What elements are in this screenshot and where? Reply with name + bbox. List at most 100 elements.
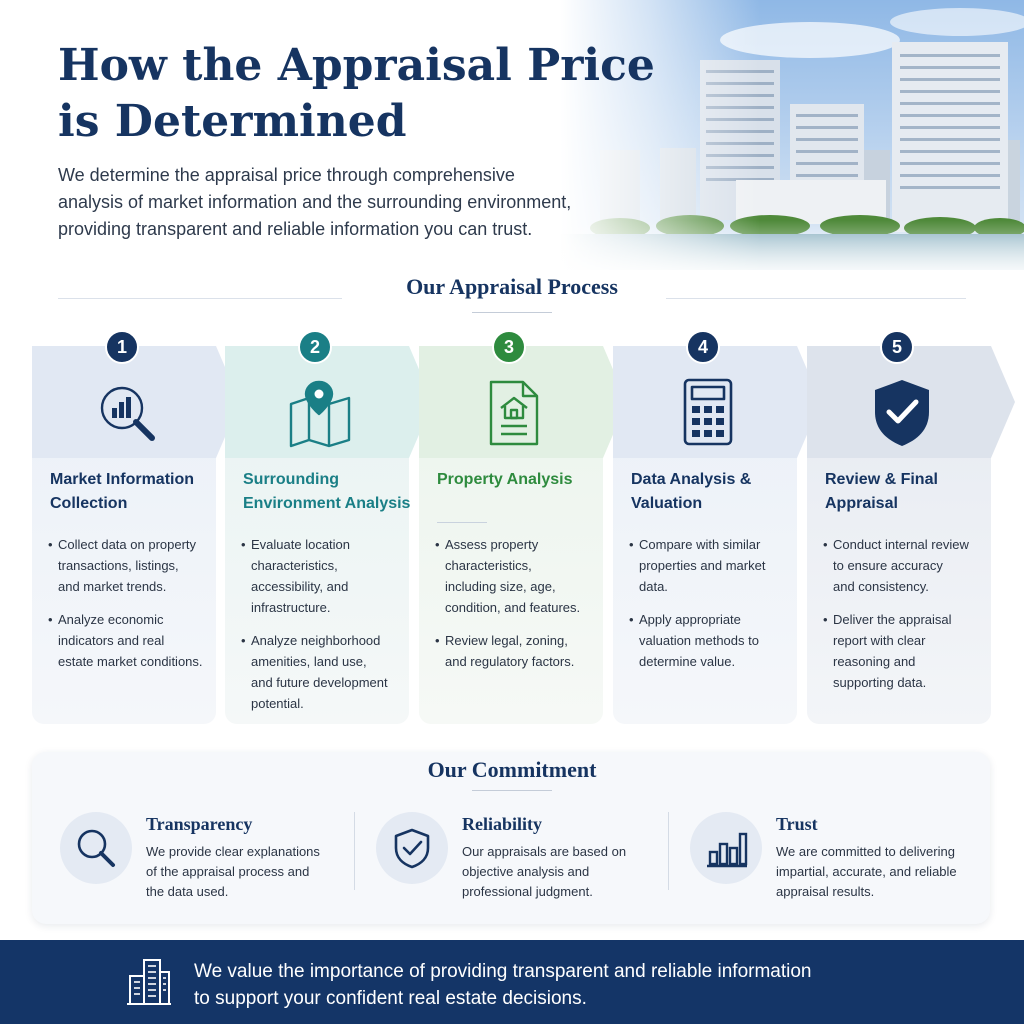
commitment-trust: Trust We are committed to delivering imp… — [690, 812, 990, 912]
commitment-text-line: impartial, accurate, and reliable — [776, 864, 957, 879]
map-pin-icon — [285, 378, 355, 448]
intro-line-2: analysis of market information and the s… — [58, 192, 572, 212]
commitment-text: Our appraisals are based on objective an… — [462, 842, 672, 902]
bullet-line: reasoning and — [833, 654, 916, 669]
step-bullets: Assess property characteristics, includi… — [435, 534, 599, 684]
bullet-line: accessibility, and — [251, 579, 349, 594]
magnifier-chart-icon — [92, 378, 162, 448]
bullet-line: potential. — [251, 696, 304, 711]
step-arrow-banner — [419, 346, 627, 458]
bullet-line: characteristics, — [251, 558, 338, 573]
buildings-icon — [126, 956, 172, 1008]
process-step-3: 3 Property Analysis Assess property char… — [419, 330, 627, 724]
commitment-heading: Our Commitment — [427, 757, 597, 782]
step-number-badge: 1 — [105, 330, 139, 364]
step-title-line-1: Surrounding — [243, 471, 339, 488]
commitment-transparency: Transparency We provide clear explanatio… — [60, 812, 360, 912]
step-bullet: Apply appropriate valuation methods to d… — [629, 609, 793, 672]
commitment-text-line: We are committed to delivering — [776, 844, 955, 859]
hero-image-fade-bottom — [560, 220, 1024, 280]
commitment-reliability: Reliability Our appraisals are based on … — [376, 812, 676, 912]
step-rule — [437, 522, 487, 523]
step-number-badge: 4 — [686, 330, 720, 364]
bullet-line: infrastructure. — [251, 600, 331, 615]
bullet-line: and market trends. — [58, 579, 167, 594]
process-heading-rule-left — [58, 298, 342, 299]
footer-line-2: to support your confident real estate de… — [194, 988, 587, 1009]
commitment-text-line: appraisal results. — [776, 884, 875, 899]
step-title-line-1: Data Analysis & — [631, 471, 752, 488]
commitment-title: Reliability — [462, 814, 542, 834]
bullet-line: Analyze neighborhood — [251, 633, 381, 648]
bullet-line: Review legal, zoning, — [445, 633, 568, 648]
step-title-line-1: Review & Final — [825, 471, 938, 488]
footer-line-1: We value the importance of providing tra… — [194, 961, 812, 982]
bullet-line: and regulatory factors. — [445, 654, 575, 669]
bullet-line: properties and market — [639, 558, 766, 573]
bullet-line: and future development — [251, 675, 388, 690]
step-arrow-banner — [32, 346, 240, 458]
step-title-line-2: Environment Analysis — [243, 495, 411, 512]
step-bullet: Collect data on property transactions, l… — [48, 534, 212, 597]
step-title-line-1: Property Analysis — [437, 471, 573, 488]
page-title-line-1: How the Appraisal Price — [58, 40, 655, 91]
step-bullet: Conduct internal review to ensure accura… — [823, 534, 987, 597]
shield-check-icon — [376, 812, 448, 884]
intro-line-3: providing transparent and reliable infor… — [58, 219, 533, 239]
bullet-line: including size, age, — [445, 579, 556, 594]
bullet-line: Apply appropriate — [639, 612, 741, 627]
step-title-line-2: Valuation — [631, 495, 703, 512]
calculator-icon — [673, 378, 743, 448]
commitment-panel — [32, 752, 990, 924]
bullet-line: Analyze economic — [58, 612, 164, 627]
step-title: Review & Final Appraisal — [825, 468, 995, 516]
commitment-text-line: of the appraisal process and — [146, 864, 310, 879]
step-bullet: Review legal, zoning, and regulatory fac… — [435, 630, 599, 672]
step-bullets: Compare with similar properties and mark… — [629, 534, 793, 684]
bullet-line: condition, and features. — [445, 600, 581, 615]
commitment-divider — [668, 812, 669, 890]
step-arrow-banner — [613, 346, 821, 458]
bullet-line: Evaluate location — [251, 537, 351, 552]
step-number-badge: 5 — [880, 330, 914, 364]
step-title-line-2: Collection — [50, 495, 128, 512]
step-title: Market Information Collection — [50, 468, 220, 516]
bullet-line: Assess property — [445, 537, 539, 552]
step-bullets: Conduct internal review to ensure accura… — [823, 534, 987, 705]
page-title-line-2: is Determined — [58, 96, 407, 147]
commitment-text-line: Our appraisals are based on — [462, 844, 627, 859]
commitment-text-line: We provide clear explanations — [146, 844, 320, 859]
step-number-badge: 2 — [298, 330, 332, 364]
process-heading-rule-right — [666, 298, 966, 299]
step-title: Property Analysis — [437, 468, 607, 492]
step-title-line-2: Appraisal — [825, 495, 898, 512]
intro-text: We determine the appraisal price through… — [58, 162, 598, 243]
step-bullets: Collect data on property transactions, l… — [48, 534, 212, 684]
document-house-icon — [479, 378, 549, 448]
bullet-line: Deliver the appraisal — [833, 612, 952, 627]
step-bullet: Analyze economic indicators and real est… — [48, 609, 212, 672]
bullet-line: Conduct internal review — [833, 537, 969, 552]
process-heading-underline — [472, 312, 552, 313]
bullet-line: estate market conditions. — [58, 654, 203, 669]
bullet-line: Compare with similar — [639, 537, 761, 552]
commitment-title: Trust — [776, 814, 818, 834]
step-bullet: Analyze neighborhood amenities, land use… — [241, 630, 405, 714]
step-rule — [50, 522, 100, 523]
footer-banner: We value the importance of providing tra… — [0, 940, 1024, 1024]
process-step-1: 1 Market Information Collection Collect … — [32, 330, 240, 724]
bullet-line: to ensure accuracy — [833, 558, 943, 573]
commitment-divider — [354, 812, 355, 890]
bullet-line: amenities, land use, — [251, 654, 367, 669]
shield-check-icon — [867, 378, 937, 448]
magnifier-icon — [60, 812, 132, 884]
commitment-text: We provide clear explanations of the app… — [146, 842, 356, 902]
step-bullet: Evaluate location characteristics, acces… — [241, 534, 405, 618]
bar-chart-icon — [690, 812, 762, 884]
step-number-badge: 3 — [492, 330, 526, 364]
process-step-4: 4 Data Analysis & Valuation Compare with… — [613, 330, 821, 724]
step-bullets: Evaluate location characteristics, acces… — [241, 534, 405, 726]
process-heading: Our Appraisal Process — [406, 274, 618, 299]
bullet-line: determine value. — [639, 654, 736, 669]
bullet-line: valuation methods to — [639, 633, 759, 648]
